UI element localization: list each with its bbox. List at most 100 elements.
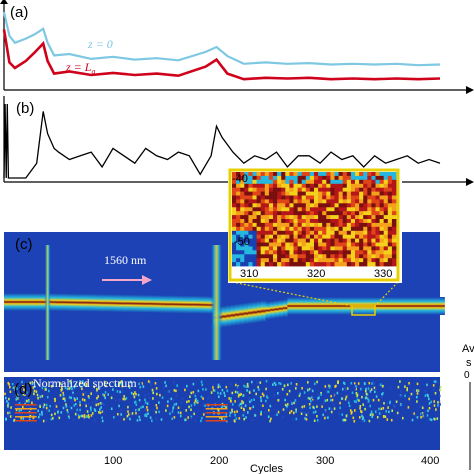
spectrum-speckle xyxy=(16,396,18,399)
spectrum-speckle xyxy=(95,400,97,403)
band-segment xyxy=(134,294,140,313)
inset-cell xyxy=(379,219,385,224)
spectrum-speckle xyxy=(318,396,320,399)
inset-cell xyxy=(367,183,372,189)
inset-cell xyxy=(359,226,364,232)
inset-cell xyxy=(240,250,245,255)
inset-cell xyxy=(346,226,352,232)
spectrum-speckle xyxy=(17,405,19,409)
inset-cell xyxy=(350,242,356,247)
spectrum-speckle xyxy=(260,410,262,414)
spectrum-speckle xyxy=(70,406,73,410)
spectrum-speckle xyxy=(371,382,373,385)
spectrum-speckle xyxy=(175,389,177,393)
spectrum-speckle xyxy=(339,401,341,405)
inset-cell xyxy=(375,172,380,177)
inset-cell xyxy=(318,250,323,255)
inset-cell xyxy=(391,250,397,255)
spectrum-speckle xyxy=(96,392,98,395)
inset-cell xyxy=(273,195,278,200)
inset-cell xyxy=(342,183,348,189)
inset-cell xyxy=(375,222,380,228)
inset-cell xyxy=(252,195,257,200)
inset-cell xyxy=(309,175,315,181)
spectrum-speckle xyxy=(242,394,244,397)
spectrum-speckle xyxy=(60,389,62,392)
spectrum-speckle xyxy=(374,390,376,394)
spectrum-speckle xyxy=(349,409,352,412)
spectrum-speckle xyxy=(77,417,79,420)
inset-cell xyxy=(346,211,352,216)
inset-cell xyxy=(256,262,262,267)
spectrum-speckle xyxy=(90,405,92,408)
band-segment xyxy=(243,302,249,325)
spectrum-speckle xyxy=(54,397,56,401)
spectrum-speckle xyxy=(155,417,158,421)
inset-cell xyxy=(375,211,380,216)
spectrum-speckle xyxy=(201,416,203,420)
spectrum-speckle xyxy=(24,382,26,386)
spectrum-speckle xyxy=(274,383,277,386)
inset-cell xyxy=(232,199,237,204)
spectrum-speckle xyxy=(138,415,141,419)
spectrum-speckle xyxy=(255,392,257,396)
spectrum-speckle xyxy=(375,387,377,390)
spectrum-speckle xyxy=(263,411,266,414)
spectrum-speckle xyxy=(428,407,431,410)
inset-cell xyxy=(359,183,364,189)
inset-cell xyxy=(289,175,294,181)
inset-cell xyxy=(338,234,344,239)
spectrum-speckle xyxy=(193,412,195,416)
spectrum-speckle xyxy=(427,409,429,413)
spectrum-speckle xyxy=(234,420,236,423)
spectrum-speckle xyxy=(190,415,193,419)
inset-cell xyxy=(391,234,397,239)
inset-cell xyxy=(387,234,393,239)
spectrum-speckle xyxy=(53,382,56,385)
inset-y-tick-1: -40 xyxy=(232,173,248,185)
inset-cell xyxy=(309,207,315,212)
spectrum-speckle xyxy=(103,385,105,388)
inset-cell xyxy=(346,242,352,247)
inset-cell xyxy=(256,203,262,208)
inset-cell xyxy=(309,250,315,255)
inset-cell xyxy=(301,195,307,200)
inset-cell xyxy=(289,238,294,243)
inset-cell xyxy=(363,254,368,259)
inset-cell xyxy=(264,207,270,212)
inset-cell xyxy=(367,230,372,236)
spectrum-speckle xyxy=(81,414,84,418)
spectrum-speckle xyxy=(147,393,149,396)
inset-cell xyxy=(330,187,335,192)
inset-cell xyxy=(256,187,262,192)
inset-cell xyxy=(309,238,315,243)
inset-cell xyxy=(297,254,303,259)
inset-cell xyxy=(359,191,364,196)
inset-cell xyxy=(289,246,294,251)
spectrum-speckle xyxy=(262,404,264,407)
inset-cell xyxy=(346,258,352,263)
spectrum-speckle xyxy=(309,397,311,400)
spectrum-speckle xyxy=(219,416,221,419)
band-segment xyxy=(52,293,57,312)
inset-cell xyxy=(334,246,339,251)
inset-cell xyxy=(383,175,389,181)
inset-cell xyxy=(256,254,262,259)
inset-cell xyxy=(363,234,368,239)
spectrum-speckle xyxy=(378,412,381,415)
spectrum-speckle xyxy=(250,399,253,402)
inset-cell xyxy=(363,191,368,196)
inset-cell xyxy=(314,179,319,185)
inset-cell xyxy=(346,215,352,220)
spectrum-speckle xyxy=(78,416,80,419)
inset-cell xyxy=(244,246,249,251)
inset-cell xyxy=(318,172,323,177)
spectrum-speckle xyxy=(41,386,44,390)
spectrum-speckle xyxy=(87,402,90,406)
band-segment xyxy=(431,297,437,315)
spectrum-speckle xyxy=(83,397,86,400)
inset-cell xyxy=(244,211,249,216)
inset-cell xyxy=(248,222,253,228)
inset-cell xyxy=(314,207,319,212)
inset-cell xyxy=(330,226,335,232)
